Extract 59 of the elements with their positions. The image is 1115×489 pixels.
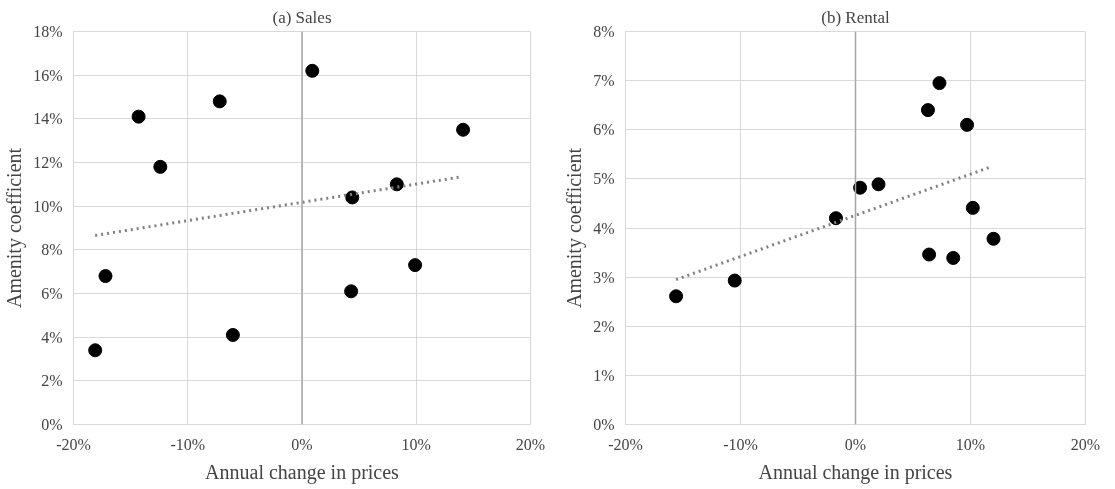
chart-title: (b) Rental (821, 7, 890, 27)
point (131, 109, 146, 124)
y-tick-label: 6% (41, 285, 63, 302)
x-axis-title: Annual change in prices (205, 460, 400, 484)
point (853, 180, 868, 195)
point (345, 190, 360, 205)
y-axis-title: Amenity coefficient (3, 147, 27, 309)
y-tick-label: 0% (41, 416, 63, 433)
y-tick-label: 3% (593, 268, 615, 286)
y-tick-label: 8% (593, 23, 615, 40)
y-tick-label: 2% (593, 317, 615, 335)
x-tick-label: 20% (515, 435, 546, 453)
x-tick-label: -10% (723, 435, 758, 453)
x-axis-title: Annual change in prices (758, 460, 953, 484)
x-tick-label: 0% (844, 435, 867, 453)
point (932, 76, 947, 91)
y-tick-label: 14% (33, 110, 63, 128)
point (408, 258, 423, 273)
point (828, 211, 843, 226)
y-tick-label: 4% (41, 328, 63, 346)
point (456, 122, 471, 137)
y-axis-title: Amenity coefficient (563, 147, 587, 309)
y-tick-label: 5% (593, 170, 615, 188)
y-tick-label: 2% (41, 372, 63, 390)
point (965, 200, 980, 215)
y-tick-label: 8% (41, 241, 63, 259)
y-tick-label: 18% (33, 23, 63, 40)
x-tick-label: -10% (170, 435, 206, 453)
point (922, 247, 937, 262)
x-tick-label: 20% (1070, 435, 1101, 453)
y-tick-label: 12% (33, 154, 63, 171)
point (212, 94, 227, 109)
point (98, 269, 113, 284)
y-tick-label: 10% (33, 197, 63, 215)
point (389, 177, 404, 192)
y-tick-label: 7% (593, 72, 615, 90)
y-tick-label: 16% (33, 66, 63, 84)
y-tick-label: 4% (593, 219, 615, 237)
y-tick-label: 0% (593, 416, 615, 433)
point (727, 273, 742, 288)
point (960, 117, 975, 132)
point (88, 343, 103, 358)
point (305, 63, 320, 78)
point (344, 284, 359, 299)
point (225, 328, 240, 342)
point (153, 159, 168, 174)
x-tick-label: 10% (955, 435, 986, 453)
point (986, 231, 1001, 246)
y-tick-label: 6% (593, 121, 615, 139)
point (871, 177, 886, 192)
x-tick-label: -20% (56, 435, 91, 453)
x-tick-label: -20% (608, 435, 643, 453)
point (669, 289, 684, 304)
y-tick-label: 1% (593, 366, 615, 384)
x-tick-label: 10% (401, 435, 431, 453)
chart-title: (a) Sales (272, 7, 332, 27)
x-tick-label: 0% (291, 435, 313, 453)
point (946, 250, 961, 265)
point (920, 103, 935, 118)
